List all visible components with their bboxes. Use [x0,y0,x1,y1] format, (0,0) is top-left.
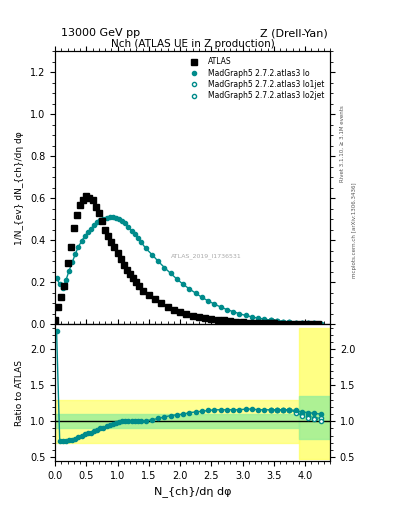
MadGraph5 2.7.2.atlas3 lo1jet [312,321,317,327]
MadGraph5 2.7.2.atlas3 lo1jet [318,321,323,327]
MadGraph5 2.7.2.atlas3 lo [132,231,137,238]
MadGraph5 2.7.2.atlas3 lo [318,321,323,327]
Text: 13000 GeV pp: 13000 GeV pp [61,28,140,38]
Bar [299,396,330,439]
Line: MadGraph5 2.7.2.atlas3 lo1jet: MadGraph5 2.7.2.atlas3 lo1jet [269,318,323,326]
MadGraph5 2.7.2.atlas3 lo2jet [299,320,304,326]
Text: Z (Drell-Yan): Z (Drell-Yan) [261,28,328,38]
MadGraph5 2.7.2.atlas3 lo2jet [268,317,273,323]
MadGraph5 2.7.2.atlas3 lo [107,214,112,220]
MadGraph5 2.7.2.atlas3 lo1jet [275,318,279,324]
MadGraph5 2.7.2.atlas3 lo1jet [306,320,310,326]
ATLAS [59,294,64,300]
ATLAS [315,321,320,327]
ATLAS [53,317,57,323]
MadGraph5 2.7.2.atlas3 lo [64,277,68,283]
ATLAS [209,316,214,322]
ATLAS [103,227,107,233]
Bar [55,400,299,443]
ATLAS [131,275,136,281]
MadGraph5 2.7.2.atlas3 lo1jet [299,320,304,326]
Line: MadGraph5 2.7.2.atlas3 lo: MadGraph5 2.7.2.atlas3 lo [55,215,323,326]
MadGraph5 2.7.2.atlas3 lo2jet [306,320,310,326]
ATLAS [303,321,307,327]
MadGraph5 2.7.2.atlas3 lo2jet [318,321,323,327]
MadGraph5 2.7.2.atlas3 lo2jet [275,318,279,324]
MadGraph5 2.7.2.atlas3 lo [61,285,65,291]
Y-axis label: Ratio to ATLAS: Ratio to ATLAS [15,359,24,425]
Legend: ATLAS, MadGraph5 2.7.2.atlas3 lo, MadGraph5 2.7.2.atlas3 lo1jet, MadGraph5 2.7.2: ATLAS, MadGraph5 2.7.2.atlas3 lo, MadGra… [182,55,326,102]
MadGraph5 2.7.2.atlas3 lo [212,301,217,307]
MadGraph5 2.7.2.atlas3 lo [54,275,59,281]
MadGraph5 2.7.2.atlas3 lo [219,304,223,310]
Text: mcplots.cern.ch [arXiv:1306.3436]: mcplots.cern.ch [arXiv:1306.3436] [352,183,357,278]
MadGraph5 2.7.2.atlas3 lo2jet [281,318,286,325]
Line: ATLAS: ATLAS [52,193,321,327]
Line: MadGraph5 2.7.2.atlas3 lo2jet: MadGraph5 2.7.2.atlas3 lo2jet [269,318,323,326]
MadGraph5 2.7.2.atlas3 lo1jet [281,318,286,325]
MadGraph5 2.7.2.atlas3 lo1jet [268,317,273,323]
X-axis label: N_{ch}/dη dφ: N_{ch}/dη dφ [154,486,231,497]
ATLAS [215,317,220,323]
Title: Nch (ATLAS UE in Z production): Nch (ATLAS UE in Z production) [111,39,274,49]
MadGraph5 2.7.2.atlas3 lo2jet [312,321,317,327]
MadGraph5 2.7.2.atlas3 lo2jet [293,319,298,326]
MadGraph5 2.7.2.atlas3 lo [101,216,106,222]
Text: Rivet 3.1.10, ≥ 3.1M events: Rivet 3.1.10, ≥ 3.1M events [340,105,345,182]
ATLAS [84,193,89,199]
Bar [299,328,330,459]
MadGraph5 2.7.2.atlas3 lo1jet [293,319,298,326]
Y-axis label: 1/N_{ev} dN_{ch}/dη dφ: 1/N_{ev} dN_{ch}/dη dφ [15,131,24,245]
Bar [55,414,299,429]
MadGraph5 2.7.2.atlas3 lo2jet [287,319,292,325]
Text: ATLAS_2019_I1736531: ATLAS_2019_I1736531 [171,253,242,259]
ATLAS [62,283,67,289]
MadGraph5 2.7.2.atlas3 lo1jet [287,319,292,325]
